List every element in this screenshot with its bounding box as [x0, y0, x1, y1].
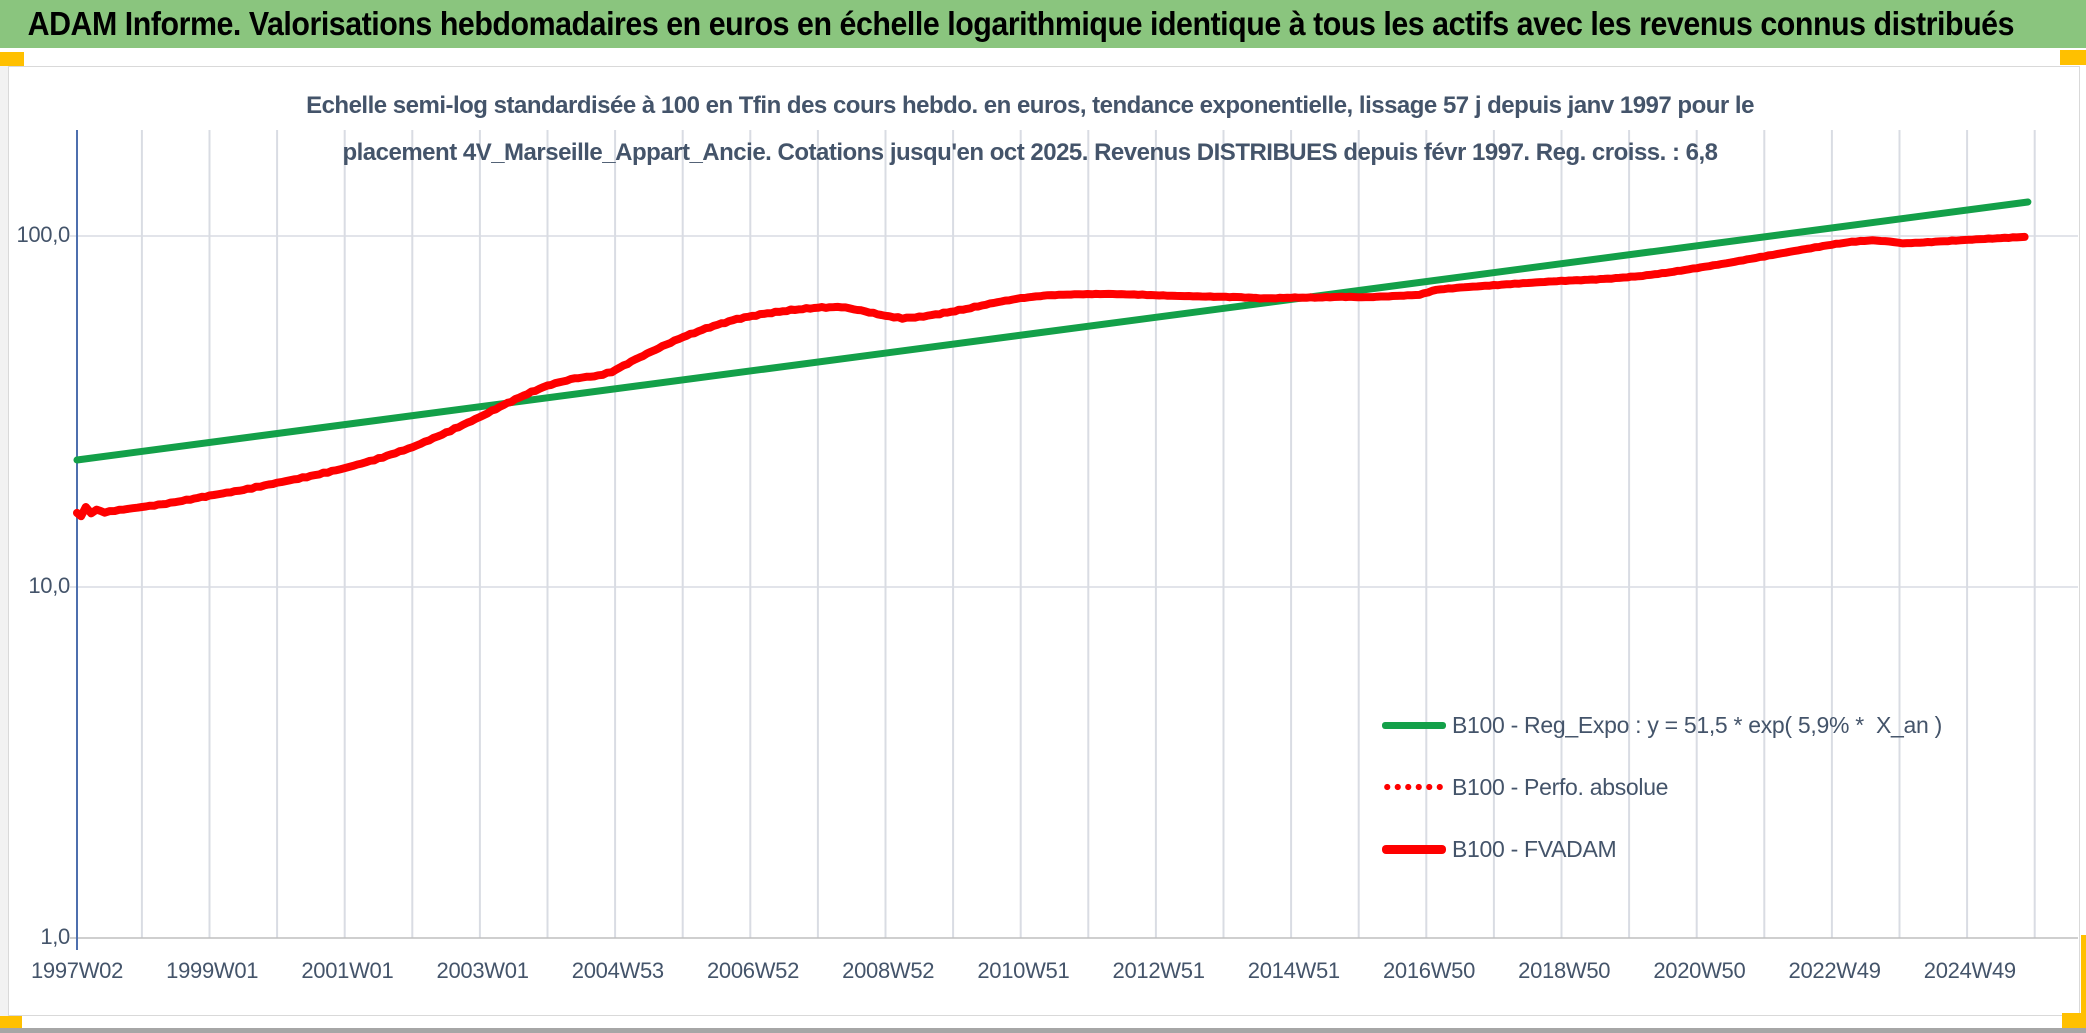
series-b100-perfo-absolue: [74, 234, 2028, 519]
legend-swatch-red-line-icon: [1382, 844, 1446, 854]
series-b100-fvadam: [73, 232, 2029, 521]
x-tick-2012W51: 2012W51: [1112, 958, 1205, 983]
x-tick-2008W52: 2008W52: [842, 958, 935, 983]
x-tick-2010W51: 2010W51: [977, 958, 1070, 983]
x-tick-2001W01: 2001W01: [301, 958, 394, 983]
x-tick-2006W52: 2006W52: [706, 958, 800, 983]
x-tick-2014W51: 2014W51: [1247, 958, 1340, 983]
chart-title-line2: placement 4V_Marseille_Appart_Ancie. Cot…: [342, 139, 1718, 166]
x-tick-2018W50: 2018W50: [1518, 958, 1611, 983]
legend-item-perfo-absolue: B100 - Perfo. absolue: [1382, 756, 1942, 818]
legend: B100 - Reg_Expo : y = 51,5 * exp( 5,9% *…: [1382, 694, 1942, 880]
chart-frame: [8, 66, 2080, 1016]
y-tick-1: 1,0: [40, 924, 70, 949]
legend-swatch-green-line-icon: [1382, 721, 1446, 729]
legend-swatch-dotted-red-icon: [1382, 783, 1446, 791]
legend-label: B100 - Reg_Expo : y = 51,5 * exp( 5,9% *…: [1452, 711, 1942, 738]
legend-label: B100 - Perfo. absolue: [1452, 773, 1669, 800]
x-tick-2022W49: 2022W49: [1788, 958, 1881, 983]
x-tick-1999W01: 1999W01: [166, 958, 259, 983]
legend-item-fvadam: B100 - FVADAM: [1382, 818, 1942, 880]
legend-label: B100 - FVADAM: [1452, 835, 1617, 862]
legend-item-reg-expo: B100 - Reg_Expo : y = 51,5 * exp( 5,9% *…: [1382, 694, 1942, 756]
handle-top-left: [0, 52, 24, 66]
left-margin-strip: [0, 66, 8, 1016]
header-bar: ADAM Informe. Valorisations hebdomadaire…: [0, 0, 2086, 48]
chart-title-line1: Echelle semi-log standardisée à 100 en T…: [306, 92, 1754, 119]
y-tick-10: 10,0: [28, 573, 70, 598]
x-tick-2024W49: 2024W49: [1923, 958, 2016, 983]
x-tick-2004W53: 2004W53: [571, 958, 664, 983]
y-tick-100: 100,0: [16, 222, 70, 247]
x-tick-2020W50: 2020W50: [1653, 958, 1746, 983]
series-b100-reg-expo: [73, 198, 2032, 464]
handle-right-strip: [2081, 935, 2086, 1033]
x-tick-2016W50: 2016W50: [1382, 958, 1476, 983]
header-title: ADAM Informe. Valorisations hebdomadaire…: [27, 5, 2015, 42]
chart-title: Echelle semi-log standardisée à 100 en T…: [230, 82, 1830, 176]
handle-top-right: [2060, 50, 2086, 65]
bottom-gray-bar: [0, 1028, 2086, 1033]
x-tick-2003W01: 2003W01: [436, 958, 529, 983]
x-tick-1997W02: 1997W02: [30, 958, 124, 983]
